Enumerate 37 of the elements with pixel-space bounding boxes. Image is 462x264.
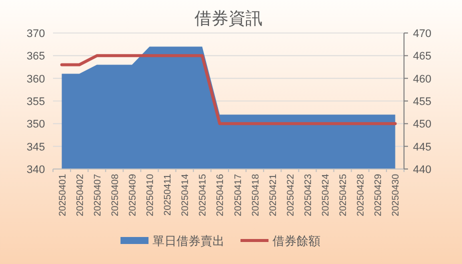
y2-tick-label: 460 xyxy=(413,73,432,86)
y2-tick-label: 440 xyxy=(413,164,432,176)
y-tick-label: 345 xyxy=(26,141,45,154)
x-tick-label: 20250402 xyxy=(74,174,86,216)
x-tick-label: 20250423 xyxy=(302,174,314,216)
y2-tick-label: 450 xyxy=(413,118,432,131)
x-tick-label: 20250418 xyxy=(250,174,262,216)
x-tick-label: 20250421 xyxy=(268,174,279,216)
y-tick-label: 350 xyxy=(26,118,45,131)
x-tick-label: 20250424 xyxy=(320,174,332,216)
x-tick-label: 20250425 xyxy=(338,174,350,216)
legend-label: 單日借券賣出 xyxy=(152,234,224,248)
x-tick-label: 20250411 xyxy=(162,174,174,216)
chart-title: 借券資訊 xyxy=(194,9,262,28)
y2-tick-label: 470 xyxy=(413,28,432,40)
x-tick-label: 20250401 xyxy=(57,174,68,216)
y-tick-label: 340 xyxy=(26,164,45,176)
y2-tick-label: 445 xyxy=(413,141,432,154)
x-tick-label: 20250417 xyxy=(232,174,244,216)
legend-label: 借券餘額 xyxy=(272,234,320,248)
x-tick-label: 20250415 xyxy=(198,174,209,216)
x-tick-label: 20250414 xyxy=(180,174,192,216)
y-tick-label: 365 xyxy=(26,50,45,63)
y-tick-label: 370 xyxy=(26,28,45,40)
x-tick-label: 20250416 xyxy=(215,174,226,216)
x-tick-label: 20250408 xyxy=(110,174,121,216)
y-tick-label: 355 xyxy=(26,96,45,108)
x-tick-label: 20250407 xyxy=(92,174,104,216)
x-tick-label: 20250428 xyxy=(356,174,367,216)
y2-tick-label: 455 xyxy=(413,96,432,108)
x-tick-label: 20250409 xyxy=(127,174,138,216)
x-tick-label: 20250429 xyxy=(373,174,384,216)
y2-tick-label: 465 xyxy=(413,50,432,63)
x-tick-label: 20250422 xyxy=(285,174,296,216)
x-tick-label: 20250410 xyxy=(145,174,156,216)
x-tick-label: 20250430 xyxy=(390,174,402,216)
y-tick-label: 360 xyxy=(26,73,45,86)
